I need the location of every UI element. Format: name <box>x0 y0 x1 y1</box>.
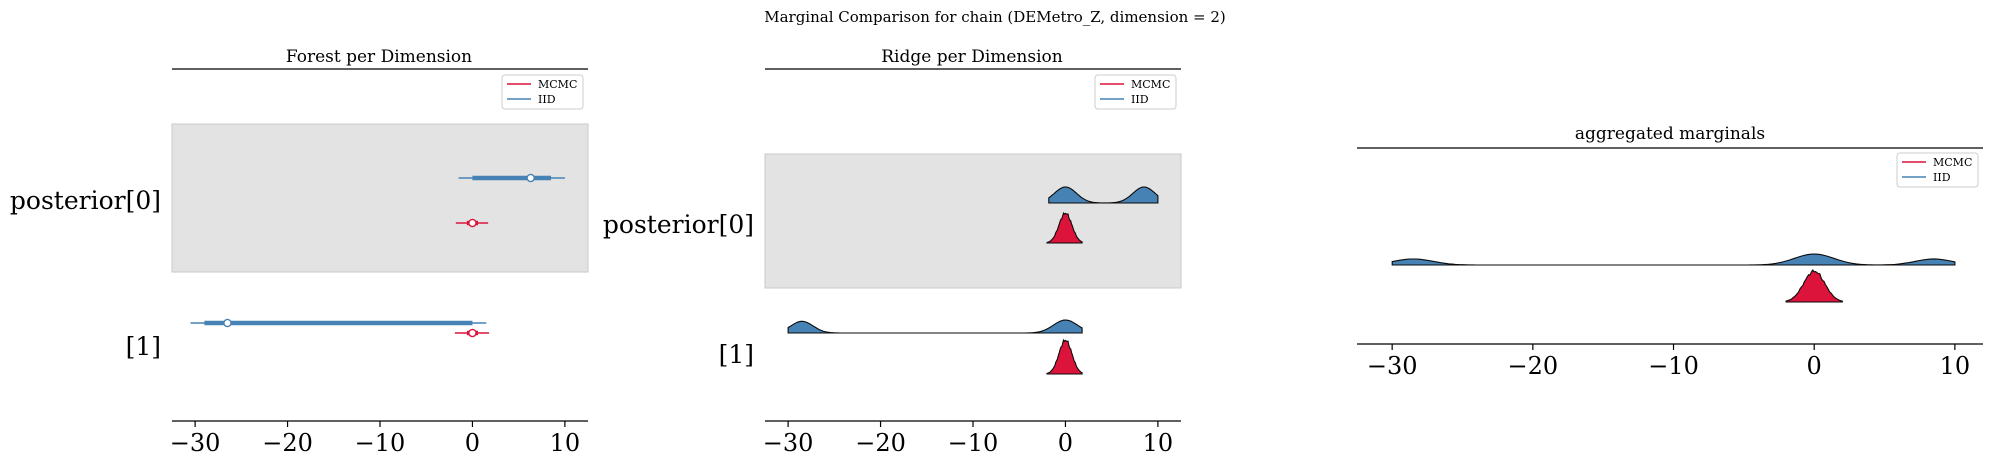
x-tick-label: −20 <box>855 429 906 457</box>
aggregated-marks <box>1391 253 1956 303</box>
ridge-legend: MCMC IID <box>1094 74 1177 110</box>
x-tick-label: 0 <box>1807 352 1822 380</box>
ridge-marks <box>787 186 1159 375</box>
ridge-x-ticks: −30 −20 −10 0 10 <box>763 421 1173 457</box>
mean-point <box>468 328 477 338</box>
ridge-panel: Ridge per Dimension posterior[0] [1] −30… <box>603 47 1182 457</box>
x-tick-label: −20 <box>1508 352 1559 380</box>
x-tick-label: 0 <box>1058 429 1073 457</box>
figure-suptitle: Marginal Comparison for chain (DEMetro_Z… <box>764 8 1226 26</box>
x-tick-label: 0 <box>465 429 480 457</box>
forest-panel-title: Forest per Dimension <box>286 47 472 67</box>
iid-ridge <box>787 319 1083 334</box>
x-tick-label: −10 <box>355 429 406 457</box>
ridge-ylabel-posterior0: posterior[0] <box>603 210 754 239</box>
aggregated-panel-title: aggregated marginals <box>1575 124 1765 144</box>
forest-legend: MCMC IID <box>501 74 584 110</box>
forest-ylabel-posterior0: posterior[0] <box>10 186 161 215</box>
mean-point <box>526 173 535 183</box>
forest-legend-iid-label: IID <box>538 93 556 106</box>
mean-point <box>223 318 232 328</box>
x-tick-label: −20 <box>262 429 313 457</box>
aggregated-legend: MCMC IID <box>1896 152 1979 188</box>
x-tick-label: −10 <box>1648 352 1699 380</box>
aggregated-x-ticks: −30 −20 −10 0 10 <box>1367 344 1970 380</box>
x-tick-label: −30 <box>1367 352 1418 380</box>
mcmc-ridge <box>1046 211 1083 244</box>
mean-point <box>468 218 477 228</box>
iid-ridge <box>1048 186 1159 204</box>
mcmc-ridge <box>1046 338 1083 375</box>
ridge-legend-iid-label: IID <box>1131 93 1149 106</box>
x-tick-label: 10 <box>1143 429 1174 457</box>
ridge-band-posterior0 <box>764 153 1182 289</box>
forest-marks <box>190 173 565 338</box>
forest-legend-mcmc-label: MCMC <box>538 78 577 91</box>
aggregated-legend-iid-label: IID <box>1933 171 1951 184</box>
ridge-legend-mcmc-label: MCMC <box>1131 78 1170 91</box>
forest-ylabel-1: [1] <box>126 332 161 361</box>
forest-band-posterior0 <box>171 123 589 273</box>
x-tick-label: −30 <box>170 429 221 457</box>
iid-aggregated-ridge <box>1391 253 1956 266</box>
x-tick-label: 10 <box>550 429 581 457</box>
x-tick-label: −30 <box>763 429 814 457</box>
x-tick-label: 10 <box>1940 352 1971 380</box>
aggregated-panel: aggregated marginals −30 −20 −10 0 10 MCMC I… <box>1357 124 1983 380</box>
x-tick-label: −10 <box>948 429 999 457</box>
forest-panel: Forest per Dimension posterior[0] [1] −3… <box>10 47 589 457</box>
ridge-panel-title: Ridge per Dimension <box>881 47 1063 67</box>
forest-x-ticks: −30 −20 −10 0 10 <box>170 421 580 457</box>
aggregated-legend-mcmc-label: MCMC <box>1933 156 1972 169</box>
mcmc-aggregated-ridge <box>1785 269 1843 303</box>
ridge-ylabel-1: [1] <box>719 340 754 369</box>
